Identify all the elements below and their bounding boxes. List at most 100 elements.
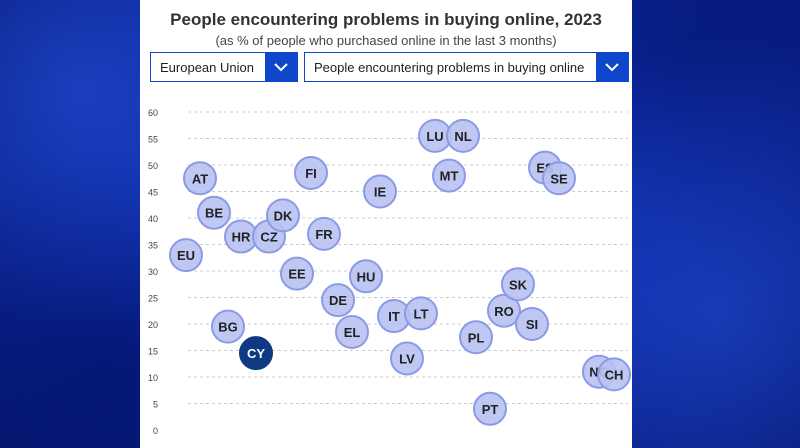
bubble-label: SK xyxy=(509,277,528,292)
bubble-marker[interactable] xyxy=(266,198,300,233)
y-tick-label: 45 xyxy=(148,188,158,198)
bubble-marker[interactable] xyxy=(307,216,341,251)
bubble-label: SI xyxy=(526,317,538,332)
bubble-label: DK xyxy=(274,208,293,223)
y-tick-label: 55 xyxy=(148,135,158,145)
bubble-label: BG xyxy=(218,320,238,335)
bubble-eu[interactable]: EU xyxy=(169,238,203,273)
bubble-label: BE xyxy=(205,206,223,221)
bubble-label: AT xyxy=(192,171,208,186)
bubble-pt[interactable]: PT xyxy=(473,391,507,426)
y-tick-label: 60 xyxy=(148,108,158,118)
bubble-bg[interactable]: BG xyxy=(211,309,245,344)
bubble-label: IE xyxy=(374,185,387,200)
bubble-label: PT xyxy=(482,402,499,417)
bubble-sk[interactable]: SK xyxy=(501,267,535,302)
bubble-marker[interactable] xyxy=(446,118,480,153)
bubble-nl[interactable]: NL xyxy=(446,118,480,153)
bubble-label: EL xyxy=(344,325,361,340)
bubble-marker[interactable] xyxy=(404,296,438,331)
bubble-label: CH xyxy=(605,367,624,382)
bubble-de[interactable]: DE xyxy=(321,283,355,318)
scatter-chart: 0 5 10 15 20 25 30 35 40 45 50 55 60 EU AT BE BG CY HR CZ DK… xyxy=(148,108,631,436)
bubble-dk[interactable]: DK xyxy=(266,198,300,233)
bubble-label: LU xyxy=(426,129,443,144)
y-tick-label: 25 xyxy=(148,294,158,304)
bubble-ee[interactable]: EE xyxy=(280,256,314,291)
bubble-fi[interactable]: FI xyxy=(294,155,328,190)
bubble-label: DE xyxy=(329,293,347,308)
bubble-label: IT xyxy=(388,309,400,324)
bubble-marker[interactable] xyxy=(363,174,397,209)
geo-dropdown-label: European Union xyxy=(160,60,254,75)
bubble-marker[interactable] xyxy=(349,259,383,294)
bubble-marker[interactable] xyxy=(432,158,466,193)
bubble-marker[interactable] xyxy=(294,155,328,190)
y-tick-label: 0 xyxy=(153,426,158,436)
bubble-marker[interactable] xyxy=(487,293,521,328)
indicator-dropdown[interactable]: People encountering problems in buying o… xyxy=(304,52,629,82)
bubble-marker[interactable] xyxy=(473,391,507,426)
bubble-ie[interactable]: IE xyxy=(363,174,397,209)
bubble-label: NL xyxy=(454,129,471,144)
bubble-cy[interactable]: CY xyxy=(239,336,273,371)
bubble-marker[interactable] xyxy=(197,195,231,230)
chart-title: People encountering problems in buying o… xyxy=(170,10,602,29)
bubble-ro[interactable]: RO xyxy=(487,293,521,328)
bubble-at[interactable]: AT xyxy=(183,161,217,196)
bubble-label: CZ xyxy=(260,230,277,245)
y-tick-label: 15 xyxy=(148,347,158,357)
bubble-lv[interactable]: LV xyxy=(390,341,424,376)
bubble-lt[interactable]: LT xyxy=(404,296,438,331)
bubble-be[interactable]: BE xyxy=(197,195,231,230)
bubble-pl[interactable]: PL xyxy=(459,320,493,355)
bubble-marker[interactable] xyxy=(280,256,314,291)
y-tick-label: 30 xyxy=(148,267,158,277)
chevron-down-icon xyxy=(605,63,619,72)
bubble-marker[interactable] xyxy=(459,320,493,355)
y-tick-label: 35 xyxy=(148,241,158,251)
bubble-marker[interactable] xyxy=(211,309,245,344)
bubble-marker[interactable] xyxy=(335,314,369,349)
bubble-label: SE xyxy=(550,171,568,186)
bubble-fr[interactable]: FR xyxy=(307,216,341,251)
bubble-marker[interactable] xyxy=(183,161,217,196)
chart-panel: People encountering problems in buying o… xyxy=(140,0,632,448)
bubble-marker[interactable] xyxy=(169,238,203,273)
y-tick-label: 5 xyxy=(153,400,158,410)
bubble-marker[interactable] xyxy=(515,307,549,341)
bubble-mt[interactable]: MT xyxy=(432,158,466,193)
indicator-dropdown-label: People encountering problems in buying o… xyxy=(314,60,585,75)
bubble-label: LT xyxy=(414,306,429,321)
bubble-label: EE xyxy=(288,267,306,282)
bubble-label: HR xyxy=(232,230,251,245)
bubble-si[interactable]: SI xyxy=(515,307,549,341)
bubble-label: EU xyxy=(177,248,195,263)
bubble-label: CY xyxy=(247,346,265,361)
bubble-label: FI xyxy=(305,166,317,181)
bubble-label: HU xyxy=(357,269,376,284)
geo-dropdown-button[interactable] xyxy=(265,53,297,81)
bubble-marker[interactable] xyxy=(501,267,535,302)
bubble-label: PL xyxy=(468,330,485,345)
bubble-marker[interactable] xyxy=(321,283,355,318)
bubble-label: RO xyxy=(494,304,514,319)
geo-dropdown[interactable]: European Union xyxy=(150,52,298,82)
chevron-down-icon xyxy=(274,63,288,72)
bubble-se[interactable]: SE xyxy=(542,161,576,196)
bubble-label: FR xyxy=(315,227,333,242)
bubble-hr[interactable]: HR xyxy=(224,219,258,254)
bubble-hu[interactable]: HU xyxy=(349,259,383,294)
indicator-dropdown-button[interactable] xyxy=(596,53,628,81)
y-tick-label: 20 xyxy=(148,320,158,330)
bubble-marker[interactable] xyxy=(597,357,631,392)
bubble-marker[interactable] xyxy=(542,161,576,196)
y-tick-label: 50 xyxy=(148,161,158,171)
bubble-ch[interactable]: CH xyxy=(597,357,631,392)
bubble-label: MT xyxy=(440,169,459,184)
y-tick-label: 10 xyxy=(148,373,158,383)
bubble-label: LV xyxy=(399,351,415,366)
bubble-marker[interactable] xyxy=(239,336,273,371)
bubble-el[interactable]: EL xyxy=(335,314,369,349)
bubble-marker[interactable] xyxy=(390,341,424,376)
